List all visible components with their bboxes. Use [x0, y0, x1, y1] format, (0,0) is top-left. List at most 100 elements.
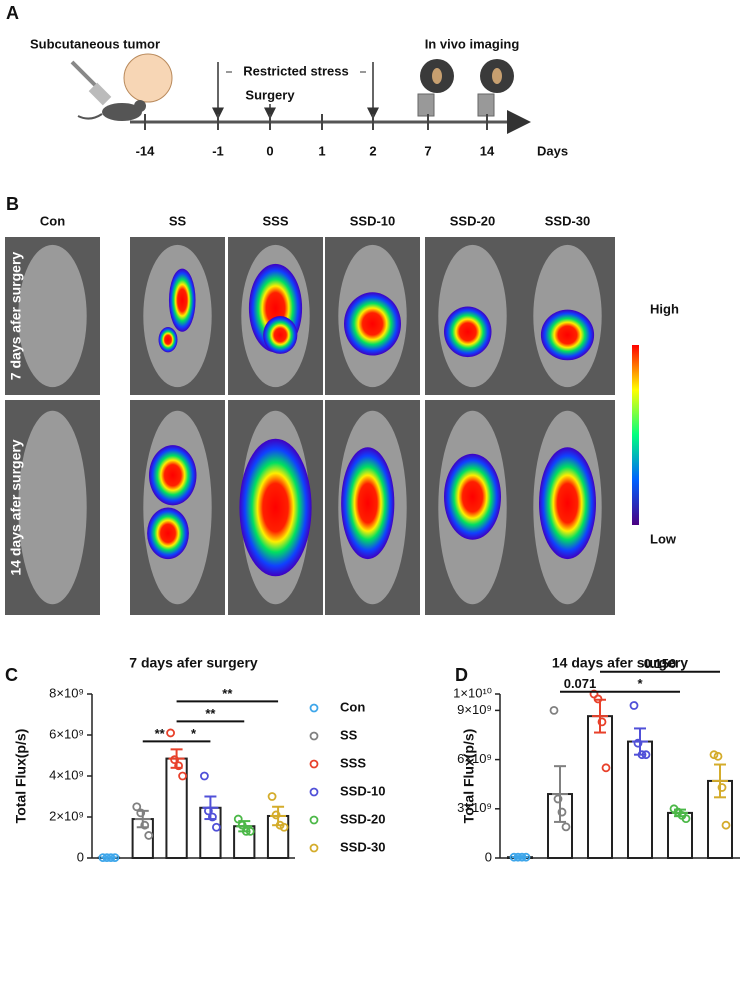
y-tick-label: 9×10⁹ [457, 702, 492, 717]
data-point [713, 751, 723, 761]
mouse-image [325, 400, 420, 615]
mouse-image [520, 237, 615, 395]
data-point [170, 755, 179, 764]
legend-label: SS [340, 727, 358, 742]
imaging-label: In vivo imaging [425, 36, 520, 51]
data-point [509, 852, 519, 862]
data-point [641, 750, 651, 760]
data-point [110, 853, 120, 862]
data-point [140, 820, 150, 830]
y-tick-label: 0 [77, 849, 84, 864]
panel-letter: C [5, 665, 18, 685]
data-point [517, 852, 527, 862]
bioluminescence-signal [341, 447, 395, 560]
data-point [267, 792, 277, 801]
column-label: SSS [262, 213, 288, 228]
data-point [98, 853, 108, 862]
mouse-image [325, 237, 420, 395]
data-point [521, 852, 531, 862]
day-label: -14 [136, 143, 156, 158]
significance-label: ** [222, 686, 233, 701]
legend-label: Con [340, 699, 365, 714]
data-point [174, 761, 183, 771]
data-point [144, 831, 154, 840]
y-tick-label: 2×10⁹ [49, 808, 84, 823]
significance-label: * [191, 726, 197, 741]
mouse-image [425, 400, 520, 615]
data-point [593, 694, 603, 704]
significance-label: ** [155, 726, 166, 741]
chart-title: 14 days afer surgery [552, 655, 688, 671]
mouse-image [228, 237, 323, 395]
data-point [212, 822, 221, 832]
legend-marker [309, 759, 319, 769]
mouse-image [520, 400, 615, 615]
stress-label: Restricted stress [243, 63, 349, 78]
data-point [106, 853, 116, 862]
day-label: 0 [266, 143, 273, 158]
panel-letter: B [6, 194, 19, 214]
bioluminescence-signal [147, 507, 189, 560]
day-label: -1 [212, 143, 224, 158]
data-point [721, 820, 731, 830]
bar [667, 811, 693, 860]
y-tick-label: 6×10⁹ [457, 751, 492, 766]
bar [627, 740, 653, 859]
data-point [237, 820, 247, 830]
data-point [200, 771, 209, 781]
data-point [597, 717, 607, 727]
scale-low: Low [650, 531, 677, 546]
data-point [178, 771, 187, 781]
bioluminescence-signal [344, 292, 401, 356]
surgery-label: Surgery [245, 87, 295, 102]
y-tick-label: 1×10¹⁰ [453, 685, 492, 700]
bioluminescence-signal [239, 438, 312, 577]
column-label: SS [169, 213, 187, 228]
mouse-image [130, 237, 225, 395]
mouse-image [425, 237, 520, 395]
day-label: 7 [424, 143, 431, 158]
data-point [208, 812, 217, 822]
significance-label: * [637, 676, 643, 691]
mouse-image [5, 237, 100, 395]
y-axis-label: Total Flux(p/s) [461, 729, 477, 824]
y-tick-label: 3×10⁹ [457, 800, 492, 815]
data-point [681, 814, 691, 824]
y-axis-label: Total Flux(p/s) [13, 729, 29, 824]
data-point [709, 750, 719, 760]
bioluminescence-signal [540, 309, 595, 361]
mouse-body [18, 244, 87, 388]
data-point [166, 728, 175, 738]
scale-high: High [650, 301, 679, 316]
day-label: 2 [369, 143, 376, 158]
y-tick-label: 6×10⁹ [49, 726, 84, 741]
mouse-body [143, 410, 212, 605]
bioluminescence-signal [444, 453, 501, 540]
mouse-body [18, 410, 87, 605]
data-point [245, 826, 255, 836]
legend-marker [309, 703, 319, 713]
day-label: 1 [318, 143, 325, 158]
legend-label: SSD-20 [340, 811, 386, 826]
panel-letter: D [455, 665, 468, 685]
bioluminescence-signal [158, 327, 178, 353]
data-point [633, 738, 643, 748]
bioluminescence-signal [539, 447, 596, 560]
tumor-label: Subcutaneous tumor [30, 36, 160, 51]
legend-marker [309, 843, 319, 853]
data-point [717, 783, 727, 792]
legend-marker [309, 731, 319, 741]
data-point [629, 701, 639, 710]
y-tick-label: 4×10⁹ [49, 767, 84, 782]
data-point [557, 807, 567, 817]
panel-letter: A [6, 3, 19, 23]
data-point [637, 750, 647, 760]
data-point [132, 802, 142, 812]
bioluminescence-signal [263, 316, 298, 354]
bar [587, 715, 613, 860]
legend-label: SSS [340, 755, 366, 770]
significance-label: 0.150 [644, 656, 677, 671]
significance-label: 0.071 [564, 676, 597, 691]
bioluminescence-signal [149, 445, 197, 506]
data-point [241, 826, 251, 836]
